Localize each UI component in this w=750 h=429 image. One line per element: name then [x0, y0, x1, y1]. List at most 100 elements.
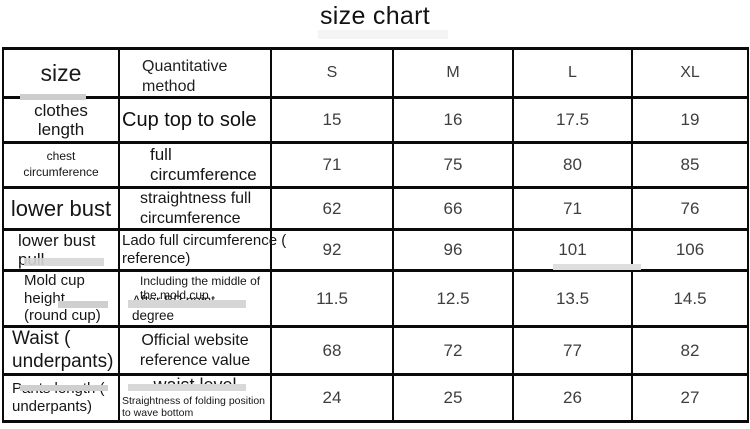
value-cell: 24 [270, 372, 394, 424]
method-cell: full circumference [118, 141, 272, 190]
value-cell: 71 [270, 141, 394, 190]
method-cell: Lado full circumference ( reference) [118, 228, 286, 273]
value: 85 [680, 155, 700, 175]
value: 71 [322, 155, 342, 175]
value-cell: 72 [392, 325, 514, 376]
method-text: Cup top to sole [122, 108, 257, 131]
value-cell: 15 [270, 96, 394, 145]
method-text: straightness full circumference [140, 190, 252, 227]
size-s-label: S [326, 64, 338, 82]
method-cell: Cup top to sole [118, 96, 272, 145]
method-subtext: Straightness of folding position to wave… [122, 394, 266, 420]
value-cell: 82 [631, 325, 749, 376]
value: 106 [675, 240, 705, 260]
value-cell: 16 [392, 96, 514, 145]
row-label: chest circumference [23, 149, 99, 180]
value-cell: 80 [512, 141, 633, 190]
table-row-pants-length: Pants length ( underpants) waist level S… [2, 372, 749, 424]
row-label: Mold cup height (round cup) [24, 272, 101, 325]
artifact-smudge [318, 30, 448, 39]
value-cell: 25 [392, 372, 514, 424]
value-cell: 71 [512, 186, 633, 232]
table-row-lower-bust-pull: lower bust pull Lado full circumference … [2, 228, 749, 273]
row-label: Pants length ( underpants) [12, 380, 105, 415]
method-cell: waist level Straightness of folding posi… [118, 372, 272, 424]
header-size-xl-cell: XL [631, 46, 749, 100]
header-size-label: size [40, 59, 82, 86]
value: 11.5 [316, 288, 348, 308]
value-cell: 101 [512, 228, 633, 273]
value: 27 [680, 388, 700, 407]
value: 62 [322, 198, 342, 218]
method-text: waist level [153, 374, 237, 395]
row-label-cell: Pants length ( underpants) [2, 372, 120, 424]
value: 72 [443, 340, 463, 360]
row-label: clothes length [34, 101, 88, 140]
value: 25 [443, 388, 463, 407]
table-row-waist: Waist ( underpants) Official website ref… [2, 325, 749, 376]
value: 16 [443, 110, 463, 130]
method-cell: Official website reference value [118, 325, 272, 376]
header-size-cell: size [2, 46, 120, 100]
table-header-row: size Quantitative method S M L XL [2, 46, 749, 100]
value-cell: 85 [631, 141, 749, 190]
table-row-lower-bust: lower bust straightness full circumferen… [2, 186, 749, 232]
row-label-cell: chest circumference [2, 141, 120, 190]
value: 80 [563, 155, 582, 175]
header-method-cell: Quantitative method [118, 46, 272, 100]
header-method-label: Quantitative method [142, 58, 228, 95]
method-cell: straightness full circumference [118, 186, 272, 232]
value: 12.5 [436, 288, 470, 308]
value-cell: 26 [512, 372, 633, 424]
value: 71 [563, 198, 582, 218]
value-cell: 77 [512, 325, 633, 376]
value: 76 [680, 198, 700, 218]
method-text: Official website reference value [139, 332, 251, 369]
value-cell: 12.5 [392, 269, 514, 329]
value-cell: 66 [392, 186, 514, 232]
table-row-clothes-length: clothes length Cup top to sole 15 16 17.… [2, 96, 749, 145]
value: 92 [322, 240, 342, 260]
method-text: Lado full circumference ( reference) [122, 232, 287, 268]
row-label-cell: clothes length [2, 96, 120, 145]
value-cell: 19 [631, 96, 749, 145]
table-row-chest-circumference: chest circumference full circumference 7… [2, 141, 749, 190]
row-label: lower bust [10, 195, 112, 221]
header-size-m-cell: M [392, 46, 514, 100]
value-cell: 92 [270, 228, 394, 273]
value-cell: 68 [270, 325, 394, 376]
value: 82 [680, 340, 700, 360]
value: 14.5 [673, 288, 707, 308]
value-cell: 106 [631, 228, 749, 273]
size-l-label: L [568, 64, 577, 82]
value-cell: 17.5 [512, 96, 633, 145]
value-cell: 14.5 [631, 269, 749, 329]
value: 68 [322, 340, 342, 360]
value-cell: 76 [631, 186, 749, 232]
method-subtext: After BP point degree [132, 292, 216, 323]
value: 75 [443, 155, 463, 175]
row-label-cell: lower bust [2, 186, 120, 232]
value: 77 [563, 340, 582, 360]
value-cell: 11.5 [270, 269, 394, 329]
row-label-cell: Mold cup height (round cup) [2, 269, 120, 329]
value: 17.5 [555, 110, 590, 130]
value: 66 [443, 198, 463, 218]
value-cell: 75 [392, 141, 514, 190]
size-chart-table: size Quantitative method S M L XL clothe… [2, 46, 749, 424]
size-m-label: M [446, 64, 460, 82]
header-size-s-cell: S [270, 46, 394, 100]
method-text: full circumference [150, 144, 257, 185]
row-label-cell: lower bust pull [2, 228, 120, 273]
page-title: size chart [320, 2, 430, 30]
value: 101 [558, 240, 587, 260]
row-label-cell: Waist ( underpants) [2, 325, 120, 376]
value-cell: 13.5 [512, 269, 633, 329]
size-xl-label: XL [680, 64, 700, 82]
value: 19 [680, 110, 700, 130]
value-cell: 27 [631, 372, 749, 424]
table-row-mold-cup-height: Mold cup height (round cup) Including th… [2, 269, 749, 329]
value: 26 [563, 388, 582, 407]
value: 24 [322, 388, 342, 407]
